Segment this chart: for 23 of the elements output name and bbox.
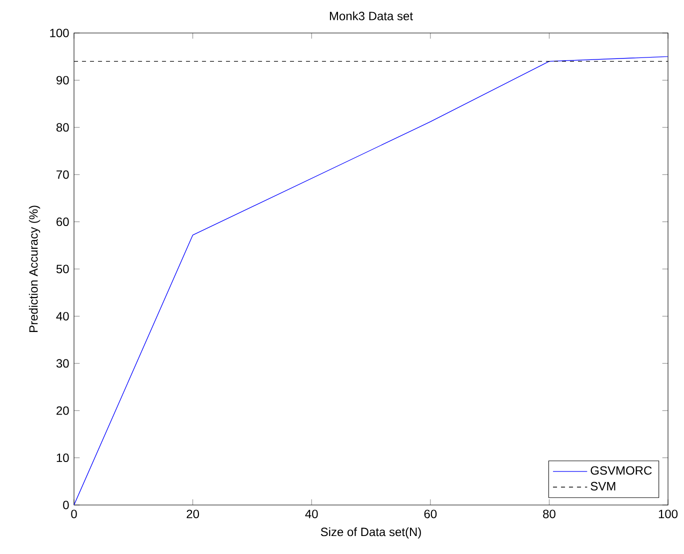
x-tick-label: 0 (71, 510, 77, 518)
legend-label: SVM (590, 482, 616, 490)
x-tick-label: 100 (658, 510, 678, 518)
y-tick-label: 0 (63, 500, 69, 510)
y-tick-label: 20 (56, 406, 69, 415)
y-tick-label: 100 (50, 28, 69, 38)
chart-title: Monk3 Data set (330, 11, 413, 20)
y-tick-label: 90 (56, 76, 69, 84)
y-tick-label: 30 (56, 359, 69, 368)
y-axis-title: Prediction Accuracy (%) (28, 206, 40, 332)
x-tick-label: 60 (424, 510, 437, 518)
x-axis-title: Size of Data set(N) (320, 527, 421, 539)
y-tick-label: 70 (56, 170, 69, 179)
y-tick-label: 50 (56, 264, 69, 274)
line-series (74, 56, 668, 505)
x-tick-label: 20 (186, 510, 200, 518)
y-tick-label: 80 (56, 123, 69, 132)
legend-label: GSVMORC (590, 466, 652, 475)
y-tick-label: 40 (56, 312, 69, 320)
y-tick-label: 60 (56, 218, 69, 226)
x-tick-label: 80 (543, 510, 556, 518)
y-tick-label: 10 (56, 454, 69, 462)
x-tick-label: 40 (305, 510, 318, 518)
